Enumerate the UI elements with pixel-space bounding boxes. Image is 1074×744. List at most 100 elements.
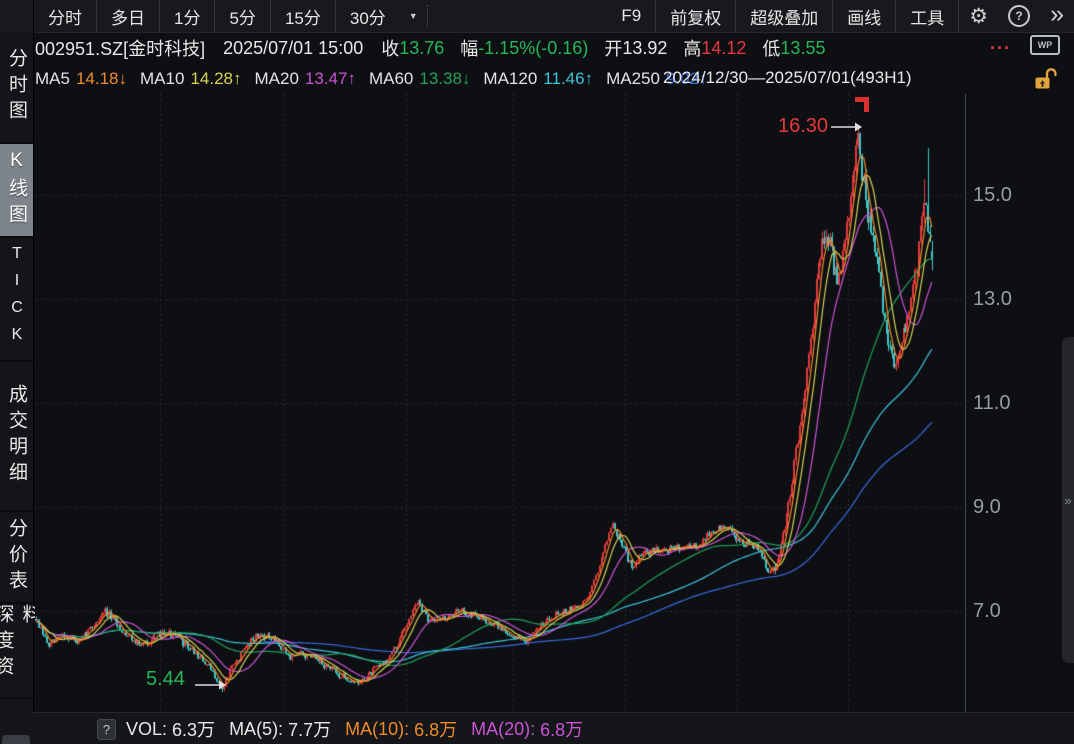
sidebar-item-label: 分价表 (6, 518, 27, 596)
axis-tick-13: 13.0 (973, 288, 1012, 310)
quote-low-value: 13.55 (780, 37, 826, 58)
sidebar-item-kxiantu[interactable]: K线图 (0, 144, 33, 238)
left-sidebar: 分时图 K线图 TICK 成交明细 分价表 深度资料 (0, 32, 41, 744)
axis-tick-11: 11.0 (973, 392, 1011, 414)
ma60-label: MA60 (368, 69, 414, 88)
vol-ma10-label: MA(10): (345, 718, 410, 739)
ma250-arrow-icon: ↑ (699, 69, 708, 88)
vol-value: 6.3万 (172, 720, 216, 740)
period-button-30min[interactable]: 30分 (349, 8, 386, 28)
toolbar-corner (0, 0, 34, 32)
axis-tick-7: 7.0 (973, 600, 1001, 622)
axis-tick-9: 9.0 (973, 496, 1001, 518)
sidebar-item-label: K线图 (6, 150, 27, 230)
f9-button[interactable]: F9 (621, 6, 642, 25)
vol-ma20-label: MA(20): (471, 718, 536, 739)
help-question-mark: ? (1008, 5, 1031, 27)
vol-ma5-label: MA(5): (229, 718, 284, 739)
low-annotation-arrow-icon (195, 680, 226, 690)
divider (735, 0, 737, 32)
ma-indicator-bar: MA5 14.18 ↓ MA10 14.28 ↑ MA20 13.47 ↑ MA… (35, 64, 1074, 94)
ma5-readout: MA5 14.18 ↓ (35, 69, 127, 89)
settings-gear-icon[interactable]: ⚙ (969, 4, 989, 28)
divider (159, 0, 160, 32)
wp-monitor-screen: WP (1030, 35, 1060, 55)
quote-change-label: 幅 (460, 39, 479, 59)
period-button-duori[interactable]: 多日 (111, 8, 145, 28)
quote-open-value: 13.92 (622, 37, 668, 58)
quote-high-label: 高 (683, 39, 702, 59)
ma20-value: 13.47 (304, 69, 348, 88)
quote-high-value: 14.12 (701, 37, 747, 58)
divider (426, 5, 428, 27)
top-toolbar: 分时 多日 1分 5分 15分 30分 ▼ F9 前复权 超级叠加 画线 工具 … (0, 0, 1074, 33)
divider (832, 0, 834, 32)
date-range-label: 2024/12/30—2025/07/01(493H1) (663, 68, 912, 87)
ma120-readout: MA120 11.46 ↑ (483, 69, 593, 89)
ma60-value: 13.38 (419, 69, 462, 88)
ma120-value: 11.46 (543, 69, 585, 88)
tools-button[interactable]: 工具 (910, 8, 945, 28)
quote-open: 开 13.92 (604, 35, 667, 61)
divider (655, 0, 657, 32)
quote-datetime: 2025/07/01 15:00 (223, 37, 364, 58)
divider (334, 0, 336, 32)
forward-adjust-button[interactable]: 前复权 (670, 8, 722, 28)
quote-close-value: 13.76 (399, 37, 445, 58)
ma10-arrow-icon: ↑ (232, 69, 242, 88)
vol-ma10-readout: MA(10): 6.8万 (345, 716, 457, 742)
kline-canvas[interactable] (35, 94, 965, 712)
ma250-label: MA250 (606, 69, 660, 88)
ma10-readout: MA10 14.28 ↑ (140, 69, 241, 89)
ma20-readout: MA20 13.47 ↑ (254, 69, 355, 89)
ma5-label: MA5 (35, 69, 70, 88)
sidebar-item-label: 分时图 (6, 48, 27, 126)
status-help-icon[interactable]: ? (97, 718, 116, 740)
peak-hook-marker-icon (855, 97, 869, 112)
sidebar-partial-tab[interactable] (2, 735, 30, 744)
sidebar-item-tick[interactable]: TICK (0, 238, 33, 362)
divider (214, 0, 216, 32)
period-button-15min[interactable]: 15分 (284, 8, 321, 28)
divider (958, 0, 960, 32)
vol-label: VOL: (126, 718, 168, 739)
super-overlay-button[interactable]: 超级叠加 (750, 8, 819, 28)
vol-ma5-value: 7.7万 (288, 720, 332, 740)
quote-high: 高 14.12 (683, 35, 746, 61)
divider (269, 0, 271, 32)
more-chevron-icon[interactable]: » (1050, 0, 1064, 28)
quote-change: 幅 -1.15%(-0.16) (460, 35, 588, 61)
high-price-annotation: 16.30 (778, 115, 829, 137)
vol-ma20-value: 6.8万 (540, 720, 584, 740)
right-panel-expander[interactable]: » (1062, 337, 1074, 663)
sidebar-item-chengjiaomingxi[interactable]: 成交明细 (0, 362, 33, 512)
ma20-label: MA20 (254, 69, 299, 88)
sidebar-item-fenshitu[interactable]: 分时图 (0, 32, 33, 144)
ma250-value: 9.02 (665, 69, 700, 88)
low-price-annotation: 5.44 (146, 668, 185, 690)
ma5-value: 14.18 (75, 69, 119, 88)
sidebar-item-label: TICK (8, 245, 26, 353)
help-icon[interactable]: ? (998, 0, 1040, 32)
ma60-arrow-icon: ↓ (461, 69, 471, 88)
divider (895, 0, 897, 32)
period-dropdown-caret-icon[interactable]: ▼ (408, 11, 418, 21)
ma120-arrow-icon: ↑ (584, 69, 594, 88)
stock-symbol[interactable]: 002951.SZ[金时科技] (35, 39, 206, 59)
vol-ma10-value: 6.8万 (414, 720, 458, 740)
ma10-label: MA10 (140, 69, 185, 88)
period-button-fenshi[interactable]: 分时 (48, 8, 82, 28)
more-ellipsis-icon[interactable]: ... (990, 33, 1012, 53)
ma5-arrow-icon: ↓ (118, 69, 128, 88)
ma120-label: MA120 (483, 69, 538, 88)
vol-ma20-readout: MA(20): 6.8万 (471, 716, 583, 742)
period-button-1min[interactable]: 1分 (174, 8, 201, 28)
sidebar-item-fenjiabiao[interactable]: 分价表 (0, 512, 33, 604)
ma20-arrow-icon: ↑ (347, 69, 356, 88)
wp-monitor-icon[interactable]: WP (1030, 35, 1060, 61)
draw-line-button[interactable]: 画线 (847, 8, 882, 28)
period-button-5min[interactable]: 5分 (229, 8, 256, 28)
sidebar-item-shendu-ziliao[interactable]: 深度资料 (0, 604, 41, 699)
unlock-icon[interactable] (1034, 67, 1058, 91)
